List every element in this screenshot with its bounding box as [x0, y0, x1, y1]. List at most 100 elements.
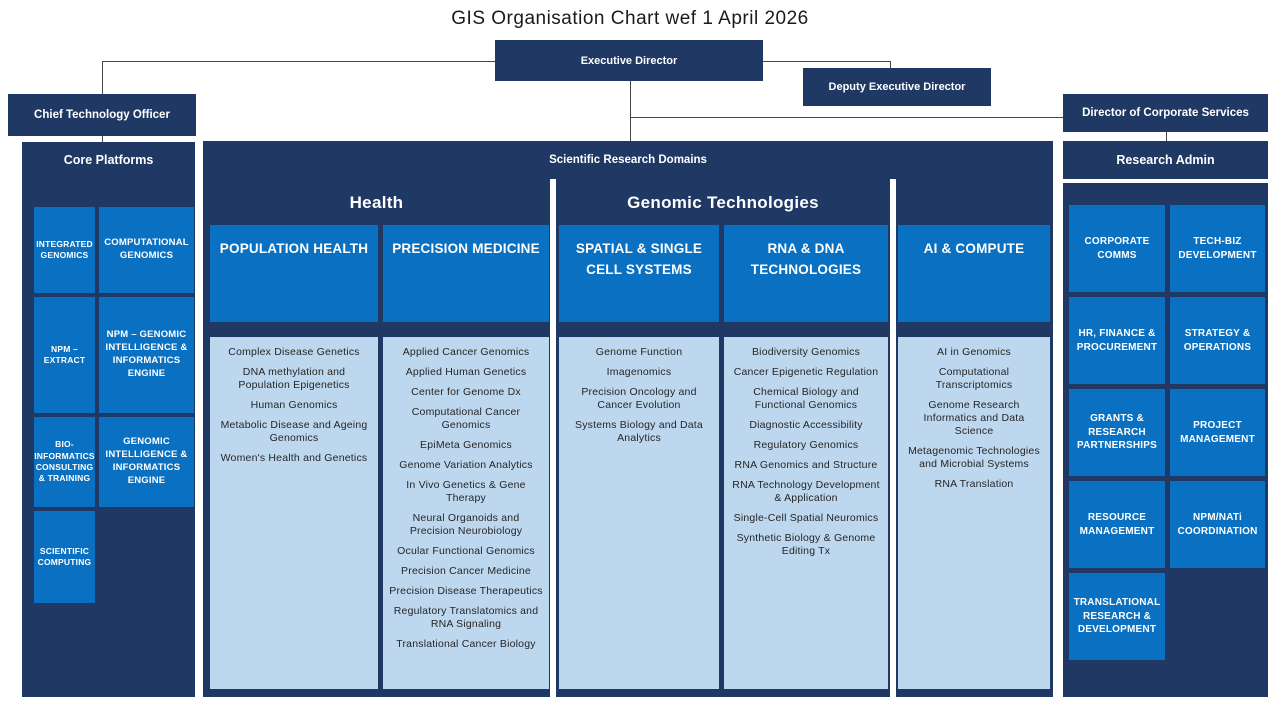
connector-cto-tick	[102, 136, 103, 142]
subdomain-ai-compute: AI & COMPUTE	[898, 225, 1050, 322]
group-heading-genomic-technologies: Genomic Technologies	[556, 189, 890, 217]
list-item: Ocular Functional Genomics	[397, 545, 535, 558]
page-title: GIS Organisation Chart wef 1 April 2026	[451, 8, 809, 29]
subdomain-label: SPATIAL & SINGLE CELL SYSTEMS	[575, 241, 703, 277]
executive-director-box: Executive Director	[495, 40, 763, 81]
subdomain-precision-medicine: PRECISION MEDICINE	[383, 225, 549, 322]
box-label: TRANSLATIONAL RESEARCH & DEVELOPMENT	[1073, 597, 1161, 636]
research-admin-box-project-management: PROJECT MANAGEMENT	[1170, 389, 1265, 476]
chief-technology-officer-box: Chief Technology Officer	[8, 94, 196, 136]
box-label: BIO-INFORMATICS CONSULTING & TRAINING	[34, 439, 95, 484]
core-platforms-box-npm-extract: NPM – EXTRACT	[34, 297, 95, 413]
scientific-research-domains-title-label: Scientific Research Domains	[549, 154, 707, 166]
box-label: CORPORATE COMMS	[1084, 236, 1150, 261]
research-admin-title: Research Admin	[1063, 147, 1268, 173]
list-item: Applied Cancer Genomics	[402, 346, 530, 358]
research-admin-box-hr-finance-procurement: HR, FINANCE & PROCUREMENT	[1069, 297, 1165, 384]
group-heading-health: Health	[203, 189, 550, 217]
deputy-executive-director-box: Deputy Executive Director	[803, 68, 991, 106]
list-item: Chemical Biology and Functional Genomics	[753, 386, 859, 412]
list-item: Single-Cell Spatial Neuromics	[733, 512, 879, 525]
subdomain-label: PRECISION MEDICINE	[392, 241, 540, 256]
core-platforms-box-scientific-computing: SCIENTIFIC COMPUTING	[34, 511, 95, 603]
list-item: Precision Oncology and Cancer Evolution	[581, 386, 697, 412]
research-admin-box-resource-management: RESOURCE MANAGEMENT	[1069, 481, 1165, 568]
list-item: AI in Genomics	[937, 346, 1011, 358]
list-item: Center for Genome Dx	[411, 386, 521, 399]
research-admin-box-translational-research-development: TRANSLATIONAL RESEARCH & DEVELOPMENT	[1069, 573, 1165, 660]
list-item: DNA methylation and Population Epigeneti…	[238, 366, 350, 392]
list-item: Cancer Epigenetic Regulation	[733, 366, 879, 379]
list-item: Regulatory Translatomics and RNA Signali…	[393, 605, 539, 631]
director-of-corporate-services-label: Director of Corporate Services	[1082, 107, 1249, 119]
list-item: RNA Technology Development & Application	[732, 479, 880, 505]
box-label: HR, FINANCE & PROCUREMENT	[1076, 328, 1158, 353]
list-item: RNA Genomics and Structure	[734, 459, 878, 472]
subdomain-population-health: POPULATION HEALTH	[210, 225, 378, 322]
box-label: COMPUTATIONAL GENOMICS	[104, 237, 189, 261]
list-item: EpiMeta Genomics	[420, 439, 512, 452]
list-item: Biodiversity Genomics	[751, 346, 861, 358]
research-admin-box-corporate-comms: CORPORATE COMMS	[1069, 205, 1165, 292]
core-platforms-box-integrated-genomics: INTEGRATED GENOMICS	[34, 207, 95, 293]
list-item: Neural Organoids and Precision Neurobiol…	[409, 512, 523, 538]
subdomain-label: POPULATION HEALTH	[219, 241, 369, 256]
subdomain-label: AI & COMPUTE	[923, 241, 1025, 256]
connector-branch-horizontal	[630, 117, 1063, 118]
research-admin-title-label: Research Admin	[1116, 153, 1215, 167]
list-spatial-single-cell: Genome Function Imagenomics Precision On…	[559, 337, 719, 689]
core-platforms-title: Core Platforms	[22, 148, 195, 172]
director-of-corporate-services-box: Director of Corporate Services	[1063, 94, 1268, 132]
list-item: Imagenomics	[606, 366, 672, 379]
subdomain-label: RNA & DNA TECHNOLOGIES	[750, 241, 862, 277]
list-item: Computational Transcriptomics	[935, 366, 1013, 392]
list-item: Genome Research Informatics and Data Sci…	[923, 399, 1025, 438]
list-item: Precision Disease Therapeutics	[389, 585, 543, 598]
box-label: GENOMIC INTELLIGENCE & INFORMATICS ENGIN…	[105, 436, 188, 486]
group-heading-label: Genomic Technologies	[627, 193, 819, 212]
list-item: Regulatory Genomics	[753, 439, 859, 452]
list-item: Diagnostic Accessibility	[749, 419, 863, 432]
list-item: Systems Biology and Data Analytics	[575, 419, 703, 445]
box-label: STRATEGY & OPERATIONS	[1183, 328, 1252, 353]
box-label: NPM – GENOMIC INTELLIGENCE & INFORMATICS…	[105, 329, 188, 379]
list-item: In Vivo Genetics & Gene Therapy	[406, 479, 526, 505]
core-platforms-box-npm-genomic-intelligence: NPM – GENOMIC INTELLIGENCE & INFORMATICS…	[99, 297, 194, 413]
box-label: RESOURCE MANAGEMENT	[1079, 512, 1155, 537]
list-item: Women's Health and Genetics	[220, 452, 368, 465]
research-admin-box-grants-research-partnerships: GRANTS & RESEARCH PARTNERSHIPS	[1069, 389, 1165, 476]
box-label: TECH-BIZ DEVELOPMENT	[1178, 236, 1257, 261]
subdomain-spatial-single-cell: SPATIAL & SINGLE CELL SYSTEMS	[559, 225, 719, 322]
research-admin-title-underline	[1063, 179, 1268, 183]
research-admin-box-npm-nati-coordination: NPM/NATi COORDINATION	[1170, 481, 1265, 568]
deputy-executive-director-label: Deputy Executive Director	[828, 81, 966, 93]
list-item: Applied Human Genetics	[405, 366, 527, 379]
list-item: Human Genomics	[250, 399, 338, 412]
scientific-research-domains-title: Scientific Research Domains	[203, 149, 1053, 171]
list-item: Metabolic Disease and Ageing Genomics	[220, 419, 368, 445]
list-item: Synthetic Biology & Genome Editing Tx	[736, 532, 876, 558]
list-item: Translational Cancer Biology	[396, 638, 536, 651]
list-precision-medicine: Applied Cancer Genomics Applied Human Ge…	[383, 337, 549, 689]
box-label: NPM – EXTRACT	[43, 343, 86, 365]
connector-dcs-tick	[1166, 132, 1167, 141]
research-admin-box-strategy-operations: STRATEGY & OPERATIONS	[1170, 297, 1265, 384]
chief-technology-officer-label: Chief Technology Officer	[34, 109, 170, 121]
subdomain-rna-dna-technologies: RNA & DNA TECHNOLOGIES	[724, 225, 888, 322]
box-label: NPM/NATi COORDINATION	[1177, 512, 1258, 537]
divider-genomic-ai	[890, 179, 896, 697]
list-item: Computational Cancer Genomics	[411, 406, 521, 432]
list-item: Metagenomic Technologies and Microbial S…	[908, 445, 1040, 471]
connector-ed-right-horizontal	[763, 61, 890, 62]
core-platforms-box-genomic-intelligence-engine: GENOMIC INTELLIGENCE & INFORMATICS ENGIN…	[99, 417, 194, 507]
list-item: Genome Variation Analytics	[399, 459, 533, 472]
list-rna-dna-technologies: Biodiversity Genomics Cancer Epigenetic …	[724, 337, 888, 689]
list-item: Precision Cancer Medicine	[401, 565, 531, 578]
list-item: Complex Disease Genetics	[228, 346, 360, 358]
core-platforms-title-label: Core Platforms	[63, 153, 154, 167]
connector-ed-left-vertical	[102, 61, 103, 94]
core-platforms-box-bioinformatics-consulting: BIO-INFORMATICS CONSULTING & TRAINING	[34, 417, 95, 507]
connector-ed-left-horizontal	[102, 61, 495, 62]
group-heading-label: Health	[349, 193, 404, 212]
